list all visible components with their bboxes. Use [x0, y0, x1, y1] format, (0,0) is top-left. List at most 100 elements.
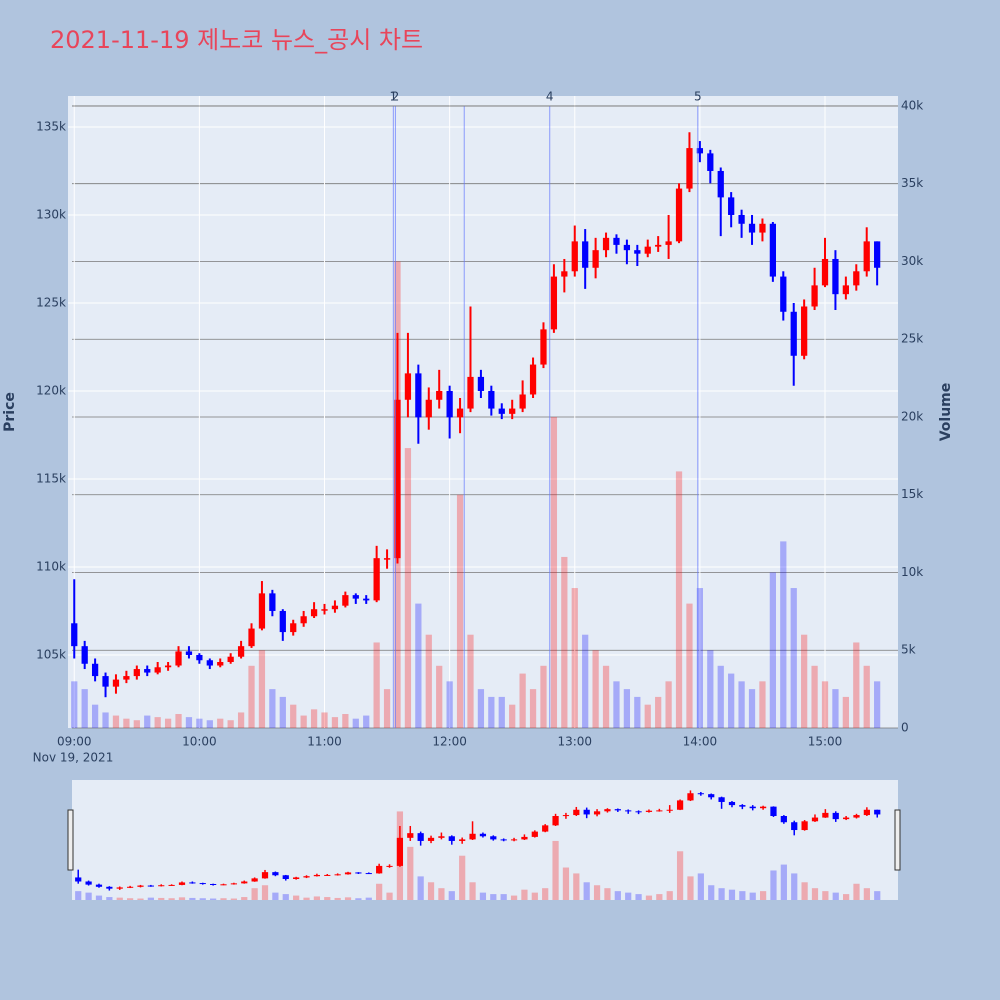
slider-candle-body: [282, 875, 289, 880]
candle-body: [164, 665, 172, 668]
volume-bar: [509, 704, 516, 728]
candle-body: [842, 285, 849, 295]
y2-tick-label: 20k: [901, 409, 923, 423]
candle-body: [561, 271, 568, 277]
slider-candle-body: [656, 810, 663, 812]
volume-bar: [415, 603, 422, 728]
candle-body: [571, 241, 578, 272]
candle-body: [769, 223, 777, 277]
candle-body: [415, 373, 422, 418]
slider-candle-body: [718, 797, 725, 802]
slider-candle-body: [614, 809, 621, 811]
volume-bar: [154, 717, 161, 728]
candle-body: [237, 646, 245, 657]
slider-volume-bar: [770, 870, 777, 900]
candle-body: [91, 663, 99, 677]
slider-volume-bar: [459, 855, 466, 900]
y2-tick-label: 25k: [901, 332, 923, 346]
slider-volume-bar: [324, 897, 331, 900]
slider-volume-bar: [645, 895, 653, 900]
slider-candle-body: [324, 874, 331, 876]
x-tick-label: 12:00: [432, 735, 467, 749]
candle-body: [509, 408, 516, 414]
slider-candle-body: [355, 872, 362, 874]
candle-body: [185, 651, 193, 655]
event-label: 5: [694, 90, 702, 104]
candle-body: [436, 390, 443, 400]
x-tick-label: 14:00: [683, 735, 718, 749]
slider-candle-body: [500, 839, 507, 841]
slider-candle-body: [552, 816, 559, 826]
volume-bar: [696, 588, 704, 728]
y-tick-label: 125k: [36, 295, 66, 309]
slider-volume-bar: [593, 885, 601, 900]
slider-candle-body: [479, 833, 487, 837]
volume-bar: [780, 541, 787, 728]
slider-volume-bar: [676, 851, 684, 900]
candle-body: [675, 188, 683, 242]
slider-volume-bar: [469, 882, 476, 900]
slider-handle-right[interactable]: [894, 809, 901, 871]
slider-candle-body: [811, 817, 819, 822]
slider-volume-bar: [531, 892, 538, 900]
volume-bar: [686, 603, 693, 728]
slider-candle-body: [396, 837, 404, 866]
x-tick-label: 11:00: [307, 735, 342, 749]
candle-body: [206, 660, 213, 666]
slider-candle-body: [728, 801, 736, 806]
slider-candle-body: [448, 836, 455, 841]
candle-body: [707, 153, 714, 171]
x-tick-label: 15:00: [808, 735, 843, 749]
y-tick-label: 110k: [36, 559, 66, 573]
slider-candle-body: [759, 806, 767, 809]
candle-body: [477, 376, 485, 391]
y2-tick-label: 30k: [901, 254, 923, 268]
slider-candle-body: [531, 831, 538, 837]
volume-bar: [498, 696, 505, 728]
slider-volume-bar: [583, 882, 590, 900]
volume-bar: [91, 704, 99, 728]
slider-candle-body: [604, 809, 611, 812]
slider-volume-bar: [780, 864, 787, 900]
volume-bar: [112, 715, 120, 728]
slider-volume-bar: [365, 897, 372, 900]
event-label: 1: [390, 90, 398, 104]
volume-bar: [550, 416, 558, 728]
slider-volume-bar: [407, 846, 414, 900]
slider-candle-body: [386, 865, 393, 867]
candle-body: [363, 598, 370, 601]
volume-bar: [144, 715, 151, 728]
chart-title: 2021-11-19 제노코 뉴스_공시 차트: [50, 26, 423, 54]
x-tick-label: 10:00: [182, 735, 217, 749]
y-tick-label: 135k: [36, 119, 66, 133]
volume-bar: [748, 689, 756, 728]
candle-body: [175, 651, 182, 666]
slider-volume-bar: [625, 892, 632, 900]
slider-volume-bar: [230, 898, 237, 900]
volume-bar: [196, 718, 203, 728]
volume-bar: [707, 650, 714, 728]
slider-candle-body: [75, 877, 82, 882]
slider-candle-body: [510, 839, 518, 841]
candle-body: [790, 311, 797, 356]
volume-bar: [206, 720, 213, 728]
slider-candle-body: [417, 833, 424, 841]
slider-candle-body: [199, 883, 206, 885]
slider-volume-bar: [106, 897, 113, 900]
volume-bar: [571, 588, 578, 728]
slider-volume-bar: [521, 889, 528, 900]
range-slider[interactable]: [72, 780, 898, 900]
volume-bar: [529, 689, 537, 728]
slider-handle-left[interactable]: [67, 809, 74, 871]
volume-bar: [874, 681, 881, 728]
volume-bar: [467, 634, 474, 728]
volume-bar: [258, 650, 266, 728]
y2-tick-label: 40k: [901, 98, 923, 112]
candle-body: [290, 623, 297, 633]
volume-bar: [352, 718, 359, 728]
x-tick-label: 13:00: [557, 735, 592, 749]
volume-bar: [269, 689, 276, 728]
slider-volume-bar: [376, 883, 383, 900]
slider-candle-body: [95, 884, 103, 887]
candle-body: [550, 276, 558, 330]
